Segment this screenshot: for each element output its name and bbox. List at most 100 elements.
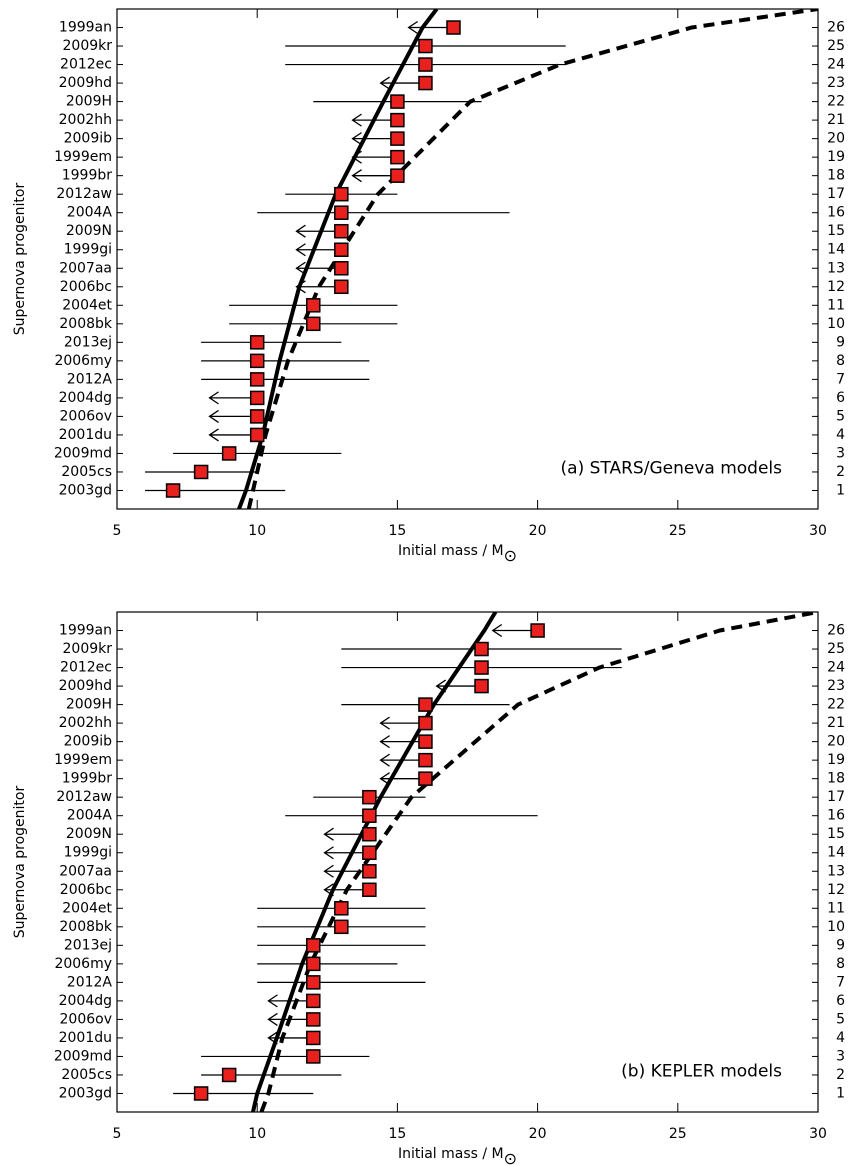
y-tick-label: 18 <box>827 771 845 787</box>
x-tick-label: 25 <box>669 523 687 539</box>
plot-frame <box>116 8 819 510</box>
category-label: 2009hd <box>59 75 112 91</box>
marker <box>306 316 321 332</box>
category-label: 2008bk <box>59 919 113 935</box>
marker <box>249 335 265 350</box>
marker <box>334 223 349 239</box>
y-tick-label: 10 <box>827 316 845 332</box>
y-tick-label: 15 <box>827 223 845 239</box>
upper-limit-arrow <box>379 735 426 749</box>
marker <box>221 1067 237 1083</box>
y-tick-label: 25 <box>827 38 845 54</box>
y-tick-label: 8 <box>836 956 845 972</box>
x-tick-label: 25 <box>669 1126 687 1142</box>
x-tick-label: 15 <box>388 1126 406 1142</box>
upper-limit-arrow <box>407 20 454 35</box>
marker <box>474 660 489 675</box>
x-tick-label: 10 <box>248 523 266 539</box>
y-tick-label: 20 <box>827 734 845 750</box>
marker <box>306 938 321 953</box>
category-label: 2001du <box>59 427 112 443</box>
category-label: 2004et <box>62 900 112 916</box>
y-tick-label: 24 <box>827 660 845 676</box>
category-label: 2007aa <box>59 863 112 879</box>
marker <box>334 186 349 202</box>
marker <box>334 279 349 295</box>
y-tick-label: 2 <box>836 1067 845 1083</box>
model-curve <box>251 612 498 1112</box>
category-label: 2006ov <box>60 1011 112 1027</box>
y-tick-label: 13 <box>827 260 845 276</box>
category-label: 2006my <box>54 956 112 972</box>
category-label: 2004et <box>62 297 112 313</box>
category-label: 2006ov <box>60 408 112 424</box>
upper-limit-arrow <box>267 1031 314 1045</box>
y-tick-label: 26 <box>827 623 845 639</box>
y-tick-label: 20 <box>827 131 845 147</box>
x-axis-label-subscript: ⊙ <box>504 1149 517 1165</box>
marker <box>390 149 405 165</box>
x-tick-label: 5 <box>113 523 122 539</box>
y-tick-label: 2 <box>836 464 845 480</box>
x-axis-label: Initial mass / M⊙ <box>398 1146 517 1165</box>
marker <box>418 771 433 786</box>
marker <box>193 1086 209 1101</box>
y-tick-label: 19 <box>827 149 845 165</box>
y-tick-label: 5 <box>836 1011 845 1027</box>
category-label: 2004dg <box>59 390 112 406</box>
category-label: 2009H <box>66 697 112 713</box>
marker <box>334 205 349 220</box>
category-label: 2005cs <box>61 1067 112 1083</box>
marker <box>362 789 377 805</box>
marker <box>334 242 349 257</box>
y-tick-label: 1 <box>836 482 845 498</box>
category-label: 2002hh <box>59 112 112 128</box>
upper-limit-arrow <box>379 76 426 90</box>
marker <box>306 975 321 990</box>
y-tick-label: 22 <box>827 94 845 110</box>
y-tick-label: 3 <box>836 1048 845 1064</box>
marker <box>306 1030 321 1046</box>
category-label: 2003gd <box>59 1085 112 1101</box>
marker <box>390 112 405 128</box>
category-label: 2013ej <box>64 937 112 953</box>
category-label: 2003gd <box>59 482 112 498</box>
marker <box>418 734 433 749</box>
category-label: 2006bc <box>60 882 112 898</box>
upper-limit-arrow <box>491 623 538 638</box>
upper-limit-arrow <box>351 113 398 127</box>
category-label: 1999br <box>62 168 113 184</box>
marker <box>306 956 321 972</box>
category-label: 2012ec <box>60 660 112 676</box>
y-tick-label: 1 <box>836 1085 845 1101</box>
marker <box>306 298 321 313</box>
category-label: 2009H <box>66 94 112 110</box>
marker <box>249 372 265 387</box>
model-curve <box>246 9 818 509</box>
y-tick-label: 23 <box>827 75 845 91</box>
x-tick-label: 5 <box>113 1126 122 1142</box>
y-tick-label: 7 <box>836 371 845 387</box>
y-tick-label: 24 <box>827 57 845 73</box>
marker <box>390 94 405 109</box>
y-tick-label: 21 <box>827 715 845 731</box>
y-tick-label: 5 <box>836 408 845 424</box>
category-label: 1999em <box>54 149 112 165</box>
y-tick-label: 9 <box>836 334 845 350</box>
y-tick-label: 9 <box>836 937 845 953</box>
category-label: 1999an <box>59 20 112 36</box>
upper-limit-arrow <box>379 716 426 730</box>
x-tick-label: 10 <box>248 1126 266 1142</box>
category-label: 2012ec <box>60 57 112 73</box>
category-label: 2009ib <box>64 734 113 750</box>
upper-limit-arrow <box>323 883 370 897</box>
panel: 5 10 15 20 25 30 1 2003gd 2 2005cs 3 2009md 4 2001du 5… <box>12 611 845 1165</box>
category-label: 2012A <box>67 974 113 990</box>
marker <box>390 131 405 146</box>
category-label: 2004A <box>67 808 113 824</box>
marker <box>306 1012 321 1027</box>
model-curve <box>237 9 439 509</box>
upper-limit-arrow <box>295 280 342 294</box>
upper-limit-arrow <box>379 753 426 767</box>
